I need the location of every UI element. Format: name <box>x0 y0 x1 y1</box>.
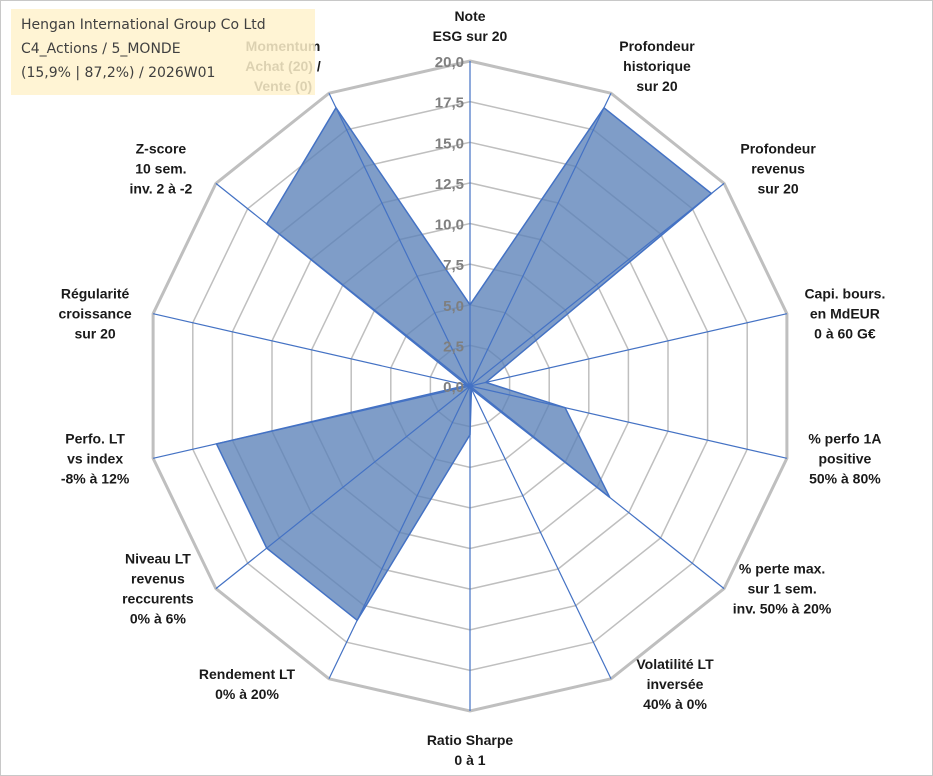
tick-label: 5,0 <box>443 298 464 315</box>
axis-label-11: Régularité croissance sur 20 <box>59 286 132 342</box>
axis-label-line: sur 20 <box>757 180 798 196</box>
spoke-10 <box>152 385 471 459</box>
axis-label-line: Capi. bours. <box>804 286 885 302</box>
axis-label-line: % perte max. <box>739 561 825 577</box>
spoke-3 <box>469 313 788 387</box>
axis-label-line: ESG sur 20 <box>433 28 508 44</box>
axis-label-line: inversée <box>647 676 704 692</box>
axis-label-line: Niveau LT <box>125 551 191 567</box>
axis-label-4: % perfo 1A positive 50% à 80% <box>808 430 881 486</box>
axis-label-7: Ratio Sharpe 0 à 1 <box>427 732 514 768</box>
axis-label-line: 10 sem. <box>135 160 186 176</box>
axis-label-line: historique <box>623 58 691 74</box>
axis-label-line: inv. 50% à 20% <box>733 601 832 617</box>
axis-label-line: positive <box>818 450 871 466</box>
spoke-4 <box>469 385 788 459</box>
spoke-9 <box>215 385 471 590</box>
spoke-1 <box>469 92 612 387</box>
tick-label: 12,5 <box>435 176 464 193</box>
axis-label-12: Z-score 10 sem. inv. 2 à -2 <box>130 140 193 196</box>
axis-label-line: 50% à 80% <box>809 470 881 486</box>
tick-label: 15,0 <box>435 135 464 152</box>
axis-label-line: Perfo. LT <box>65 430 125 446</box>
axis-label-line: inv. 2 à -2 <box>130 180 193 196</box>
axis-label-line: 0 à 60 G€ <box>814 326 876 342</box>
spoke-12 <box>215 182 471 387</box>
chart-title: Hengan International Group Co Ltd C4_Act… <box>11 9 315 95</box>
axis-label-line: 0% à 20% <box>215 686 279 702</box>
tick-label: 20,0 <box>435 54 464 71</box>
axis-label-line: Z-score <box>136 140 187 156</box>
axis-label-line: Régularité <box>61 286 130 302</box>
spoke-5 <box>469 385 725 590</box>
axis-label-line: reccurents <box>122 591 194 607</box>
axis-label-line: Note <box>454 8 485 24</box>
title-line-stats: (15,9% | 87,2%) / 2026W01 <box>21 65 216 81</box>
axis-label-line: Volatilité LT <box>636 656 714 672</box>
axis-label-line: -8% à 12% <box>61 470 130 486</box>
axis-label-10: Perfo. LT vs index -8% à 12% <box>61 430 130 486</box>
axis-label-5: % perte max. sur 1 sem. inv. 50% à 20% <box>733 561 832 617</box>
spoke-8 <box>328 385 471 680</box>
tick-label: 2,5 <box>443 338 464 355</box>
axis-label-line: 0% à 6% <box>130 611 187 627</box>
axis-label-9: Niveau LT revenus reccurents 0% à 6% <box>122 551 194 627</box>
axis-label-line: revenus <box>751 160 805 176</box>
axis-label-line: % perfo 1A <box>808 430 881 446</box>
axis-label-line: en MdEUR <box>810 306 880 322</box>
spoke-2 <box>469 182 725 387</box>
axis-label-line: sur 20 <box>636 78 677 94</box>
axis-label-line: Ratio Sharpe <box>427 732 514 748</box>
axis-label-8: Rendement LT 0% à 20% <box>199 666 296 702</box>
axis-label-line: croissance <box>59 306 132 322</box>
title-line-category: C4_Actions / 5_MONDE <box>21 41 181 57</box>
title-line-company: Hengan International Group Co Ltd <box>21 17 266 33</box>
radar-tick-labels: 0,0 2,5 5,0 7,5 10,0 12,5 15,0 17,5 20,0 <box>435 54 464 396</box>
tick-label: 7,5 <box>443 257 464 274</box>
axis-label-line: sur 1 sem. <box>747 581 816 597</box>
tick-label: 17,5 <box>435 95 464 112</box>
axis-label-line: 40% à 0% <box>643 696 707 712</box>
tick-label: 0,0 <box>443 379 464 396</box>
axis-label-6: Volatilité LT inversée 40% à 0% <box>636 656 714 712</box>
tick-label: 10,0 <box>435 217 464 234</box>
axis-label-line: Profondeur <box>740 140 816 156</box>
axis-label-3: Capi. bours. en MdEUR 0 à 60 G€ <box>804 286 885 342</box>
axis-label-line: revenus <box>131 571 185 587</box>
axis-label-2: Profondeur revenus sur 20 <box>740 140 816 196</box>
axis-label-1: Profondeur historique sur 20 <box>619 38 695 94</box>
spoke-11 <box>152 313 471 387</box>
radar-spokes <box>152 61 788 711</box>
axis-label-line: sur 20 <box>74 326 115 342</box>
spoke-6 <box>469 385 612 680</box>
spoke-13 <box>328 92 471 387</box>
axis-label-line: Profondeur <box>619 38 695 54</box>
axis-label-0: Note ESG sur 20 <box>433 8 508 44</box>
axis-label-line: Rendement LT <box>199 666 296 682</box>
axis-label-line: 0 à 1 <box>454 752 485 768</box>
axis-label-line: vs index <box>67 450 123 466</box>
